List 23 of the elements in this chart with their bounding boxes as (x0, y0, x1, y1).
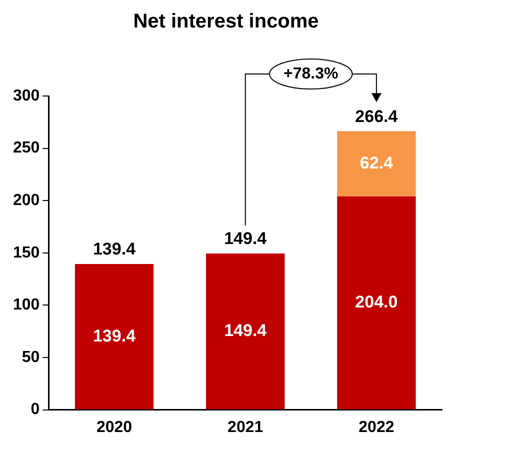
bar (206, 254, 285, 410)
bar (337, 131, 416, 196)
total-label: 139.4 (92, 240, 136, 259)
y-tick-label: 0 (30, 401, 40, 418)
data-label: 149.4 (224, 321, 268, 340)
data-label: 204.0 (355, 292, 398, 312)
data-label: 62.4 (360, 153, 394, 172)
total-label: 266.4 (355, 106, 398, 126)
bar (74, 264, 154, 410)
x-tick-label: 2021 (228, 418, 264, 436)
y-tick-label: 300 (12, 87, 40, 104)
y-tick-label: 200 (12, 192, 40, 210)
x-tick-label: 2020 (96, 418, 132, 436)
x-tick-label: 2022 (358, 418, 394, 436)
text: +78.3% (284, 65, 338, 82)
chart-title: Net interest income (133, 10, 319, 33)
y-tick-label: 150 (12, 244, 40, 262)
y-tick-label: 100 (12, 296, 40, 314)
data-label: 139.4 (92, 326, 136, 346)
y-tick-label: 50 (22, 348, 40, 366)
total-label: 149.4 (224, 229, 268, 248)
bar (337, 196, 416, 410)
y-tick-label: 250 (12, 140, 40, 157)
